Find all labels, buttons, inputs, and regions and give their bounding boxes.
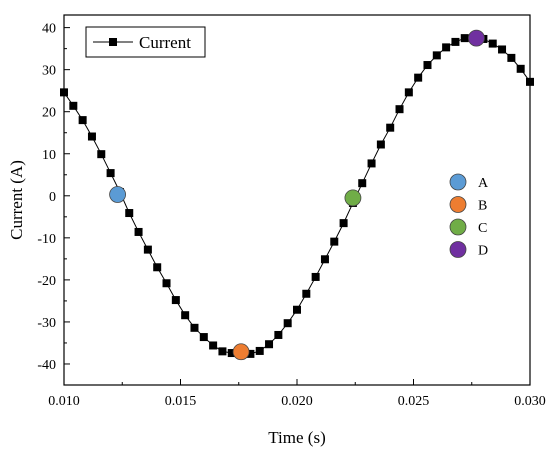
y-tick-label: 0	[49, 190, 56, 205]
highlight-legend-label-c: C	[478, 221, 487, 236]
data-point-marker	[404, 88, 413, 97]
data-point-marker	[293, 305, 301, 314]
y-axis-title: Current (A)	[7, 160, 26, 240]
data-point-marker	[330, 237, 339, 246]
highlight-point-c	[344, 189, 362, 207]
data-point-marker	[134, 227, 143, 236]
y-tick-label: -20	[37, 274, 56, 289]
data-point-marker	[311, 272, 320, 281]
data-point-marker	[423, 61, 432, 70]
data-point-marker	[171, 296, 180, 305]
series-legend-label: Current	[139, 33, 191, 52]
current-series-markers	[60, 34, 534, 358]
y-tick-label: 20	[42, 106, 56, 121]
data-point-marker	[69, 101, 78, 110]
highlight-point-b	[232, 343, 250, 361]
data-point-marker	[302, 289, 311, 298]
data-point-marker	[339, 219, 348, 228]
data-point-marker	[143, 245, 152, 254]
data-point-marker	[78, 116, 87, 125]
data-point-marker	[507, 53, 516, 62]
x-tick-label: 0.015	[165, 394, 197, 409]
highlight-points	[109, 29, 485, 361]
data-point-marker	[460, 34, 469, 43]
data-point-marker	[218, 347, 227, 356]
y-tick-label: 10	[42, 148, 56, 163]
data-point-marker	[227, 349, 236, 358]
highlight-legend-label-d: D	[478, 244, 488, 259]
data-point-marker	[190, 323, 199, 332]
data-point-marker	[432, 51, 441, 60]
data-point-marker	[97, 150, 106, 159]
x-tick-label: 0.010	[48, 394, 80, 409]
data-point-marker	[320, 255, 329, 264]
data-point-marker	[395, 105, 404, 114]
data-point-marker	[386, 123, 395, 132]
data-point-marker	[376, 140, 385, 149]
data-point-marker	[162, 279, 171, 288]
x-axis-ticks: 0.010 0.015 0.020 0.025 0.030	[48, 379, 546, 409]
highlight-point-a	[109, 186, 126, 203]
x-tick-label: 0.030	[514, 394, 546, 409]
data-point-marker	[199, 333, 208, 342]
data-point-marker	[181, 311, 190, 320]
x-axis-title: Time (s)	[268, 428, 325, 447]
highlight-legend-marker-d	[449, 241, 467, 258]
highlight-legend-marker-c	[449, 218, 467, 236]
y-axis-ticks: -40 -30 -20 -10 0 10 20 30 40	[37, 22, 70, 373]
data-point-marker	[451, 37, 460, 46]
data-point-marker	[125, 209, 134, 218]
series-legend-marker-sample	[109, 38, 117, 46]
data-point-marker	[526, 77, 534, 86]
y-tick-label: -30	[37, 316, 56, 331]
y-tick-label: 30	[42, 64, 56, 79]
highlight-legend-marker-a	[449, 173, 467, 191]
data-point-marker	[60, 88, 68, 97]
data-point-marker	[209, 341, 218, 350]
data-point-marker	[87, 132, 96, 141]
data-point-marker	[255, 346, 264, 355]
series-legend: Current	[85, 26, 206, 58]
data-point-marker	[498, 45, 507, 54]
highlight-legend-label-b: B	[478, 199, 487, 214]
data-point-marker	[153, 263, 162, 272]
data-point-marker	[516, 64, 525, 73]
data-point-marker	[274, 330, 283, 339]
data-point-marker	[442, 43, 451, 52]
highlight-point-d	[468, 29, 485, 47]
highlight-legend-marker-b	[449, 196, 467, 213]
data-point-marker	[488, 39, 497, 48]
data-point-marker	[358, 179, 367, 188]
x-tick-label: 0.025	[398, 394, 430, 409]
y-tick-label: -10	[37, 232, 56, 247]
data-point-marker	[106, 169, 115, 178]
y-tick-label: 40	[42, 22, 56, 37]
data-point-marker	[414, 73, 423, 82]
data-point-marker	[367, 159, 376, 168]
x-tick-label: 0.020	[281, 394, 313, 409]
data-point-marker	[265, 340, 274, 349]
data-point-marker	[246, 349, 255, 358]
y-tick-label: -40	[37, 358, 56, 373]
highlight-legend-label-a: A	[478, 176, 489, 191]
data-point-marker	[283, 319, 292, 328]
